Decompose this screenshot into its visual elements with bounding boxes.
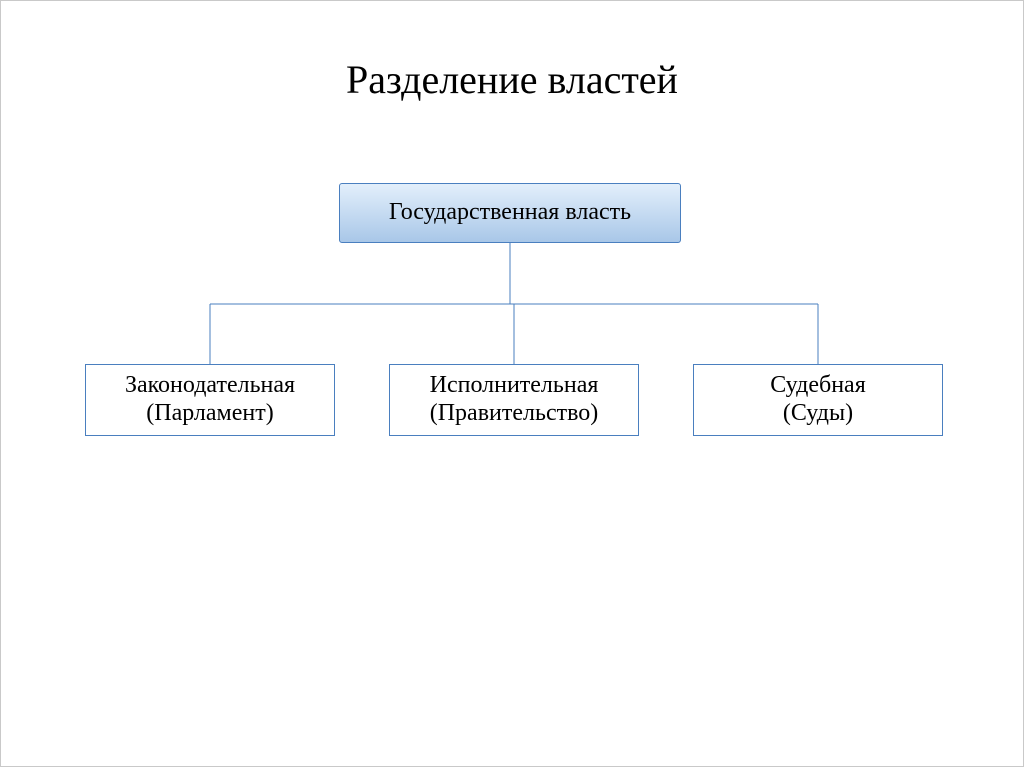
page-title: Разделение властей <box>1 56 1023 103</box>
root-node-label: Государственная власть <box>389 199 631 227</box>
leaf-label: Исполнительная (Правительство) <box>430 372 599 427</box>
page-title-text: Разделение властей <box>346 57 678 102</box>
leaf-node-judicial: Судебная (Суды) <box>693 364 943 436</box>
leaf-node-legislative: Законодательная (Парламент) <box>85 364 335 436</box>
leaf-label: Судебная (Суды) <box>770 372 866 427</box>
root-node: Государственная власть <box>339 183 681 243</box>
leaf-node-executive: Исполнительная (Правительство) <box>389 364 639 436</box>
leaf-label: Законодательная (Парламент) <box>125 372 295 427</box>
